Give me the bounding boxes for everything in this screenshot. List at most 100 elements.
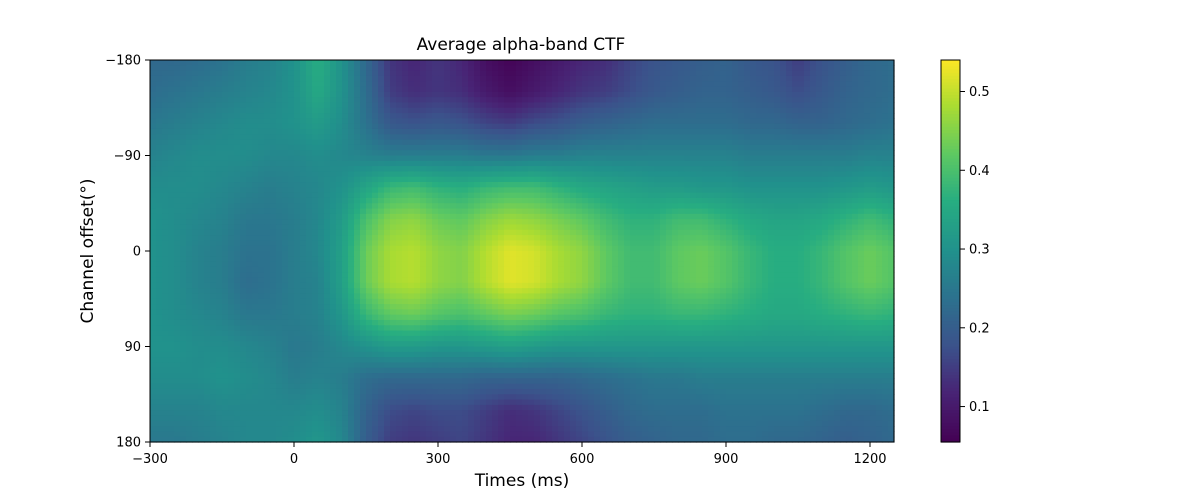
heatmap-cell <box>462 229 469 236</box>
heatmap-cell <box>684 139 691 146</box>
heatmap-cell <box>846 150 853 157</box>
heatmap-cell <box>228 155 235 162</box>
heatmap-cell <box>522 86 529 93</box>
heatmap-cell <box>276 266 283 273</box>
heatmap-cell <box>864 144 871 151</box>
heatmap-cell <box>810 113 817 119</box>
heatmap-cell <box>162 272 169 279</box>
heatmap-cell <box>564 86 571 93</box>
heatmap-cell <box>150 192 157 199</box>
heatmap-cell <box>456 213 463 220</box>
heatmap-cell <box>246 272 253 279</box>
heatmap-cell <box>252 150 259 157</box>
heatmap-cell <box>648 123 655 130</box>
heatmap-cell <box>252 91 259 98</box>
heatmap-cell <box>624 123 631 130</box>
heatmap-cell <box>702 192 709 199</box>
heatmap-cell <box>438 97 445 104</box>
heatmap-cell <box>450 197 457 204</box>
heatmap-cell <box>270 182 277 188</box>
heatmap-cell <box>798 75 805 82</box>
heatmap-cell <box>540 97 547 104</box>
heatmap-cell <box>162 155 169 162</box>
heatmap-cell <box>642 251 649 257</box>
heatmap-cell <box>246 166 253 173</box>
heatmap-cell <box>402 144 409 151</box>
heatmap-cell <box>618 208 625 215</box>
heatmap-cell <box>882 203 889 210</box>
heatmap-cell <box>408 102 415 109</box>
heatmap-cell <box>504 176 511 183</box>
heatmap-cell <box>492 81 499 88</box>
heatmap-cell <box>228 118 235 125</box>
heatmap-cell <box>786 91 793 98</box>
heatmap-cell <box>192 102 199 109</box>
heatmap-cell <box>390 219 397 226</box>
heatmap-cell <box>504 224 511 231</box>
heatmap-cell <box>198 176 205 183</box>
heatmap-cell <box>156 113 163 119</box>
heatmap-cell <box>792 192 799 199</box>
heatmap-cell <box>792 166 799 173</box>
heatmap-cell <box>432 75 439 82</box>
heatmap-cell <box>666 171 673 178</box>
heatmap-cell <box>690 166 697 173</box>
heatmap-cell <box>618 81 625 88</box>
heatmap-cell <box>300 182 307 188</box>
heatmap-cell <box>288 70 295 77</box>
heatmap-cell <box>162 102 169 109</box>
heatmap-cell <box>558 107 565 114</box>
heatmap-cell <box>300 256 307 263</box>
heatmap-cell <box>366 187 373 194</box>
heatmap-cell <box>528 139 535 146</box>
heatmap-cell <box>660 176 667 183</box>
heatmap-cell <box>888 251 895 257</box>
heatmap-cell <box>546 266 553 273</box>
heatmap-cell <box>402 197 409 204</box>
heatmap-cell <box>240 107 247 114</box>
heatmap-cell <box>486 97 493 104</box>
heatmap-cell <box>606 187 613 194</box>
heatmap-cell <box>204 65 211 72</box>
heatmap-cell <box>588 251 595 257</box>
heatmap-cell <box>504 240 511 247</box>
heatmap-cell <box>474 187 481 194</box>
heatmap-cell <box>660 197 667 204</box>
heatmap-cell <box>252 86 259 93</box>
heatmap-cell <box>492 171 499 178</box>
heatmap-cell <box>162 266 169 273</box>
heatmap-cell <box>732 208 739 215</box>
heatmap-cell <box>582 86 589 93</box>
heatmap-cell <box>378 256 385 263</box>
heatmap-cell <box>168 97 175 104</box>
heatmap-cell <box>348 256 355 263</box>
heatmap-cell <box>474 113 481 119</box>
heatmap-cell <box>504 235 511 241</box>
heatmap-cell <box>312 134 319 141</box>
heatmap-cell <box>618 261 625 268</box>
heatmap-cell <box>666 182 673 188</box>
heatmap-cell <box>612 229 619 236</box>
heatmap-cell <box>186 182 193 188</box>
heatmap-cell <box>204 203 211 210</box>
heatmap-cell <box>384 150 391 157</box>
heatmap-cell <box>246 70 253 77</box>
heatmap-cell <box>258 176 265 183</box>
heatmap-cell <box>270 118 277 125</box>
heatmap-cell <box>210 91 217 98</box>
heatmap-cell <box>234 213 241 220</box>
heatmap-cell <box>396 229 403 236</box>
heatmap-cell <box>204 128 211 135</box>
heatmap-cell <box>240 97 247 104</box>
heatmap-cell <box>426 128 433 135</box>
heatmap-cell <box>534 197 541 204</box>
heatmap-cell <box>336 118 343 125</box>
heatmap-cell <box>666 219 673 226</box>
heatmap-cell <box>162 176 169 183</box>
heatmap-cell <box>822 224 829 231</box>
heatmap-cell <box>810 160 817 167</box>
heatmap-cell <box>252 240 259 247</box>
heatmap-cell <box>648 203 655 210</box>
heatmap-cell <box>786 118 793 125</box>
heatmap-cell <box>168 192 175 199</box>
